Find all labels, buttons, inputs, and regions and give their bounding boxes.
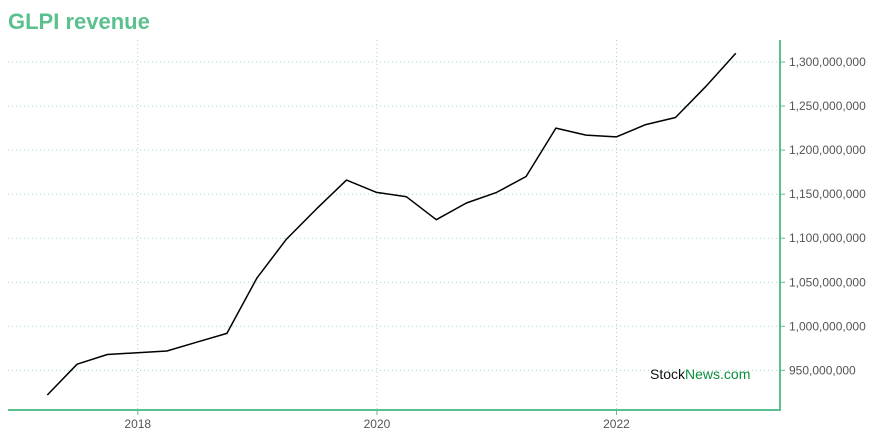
axes [8, 40, 785, 415]
watermark-part-stock: Stock [650, 366, 686, 382]
series-line [46, 52, 737, 396]
chart-title: GLPI revenue [8, 9, 150, 34]
watermark: StockNews.com [650, 366, 750, 382]
y-tick-label: 1,300,000,000 [789, 55, 866, 69]
y-tick-label: 1,150,000,000 [789, 187, 866, 201]
x-tick-label: 2020 [364, 417, 391, 431]
watermark-part-com: .com [720, 366, 750, 382]
y-tick-label: 1,000,000,000 [789, 319, 866, 333]
y-tick-label: 1,200,000,000 [789, 143, 866, 157]
y-tick-label: 1,050,000,000 [789, 275, 866, 289]
grid [8, 40, 780, 410]
y-tick-label: 1,250,000,000 [789, 99, 866, 113]
x-tick-label: 2018 [124, 417, 151, 431]
series-layer [46, 52, 737, 396]
tick-labels: 950,000,000 1,000,000,000 1,050,000,000 1,1… [124, 55, 866, 431]
y-tick-label: 950,000,000 [789, 363, 856, 377]
watermark-part-news: News [685, 366, 720, 382]
x-tick-label: 2022 [603, 417, 630, 431]
y-tick-label: 1,100,000,000 [789, 231, 866, 245]
